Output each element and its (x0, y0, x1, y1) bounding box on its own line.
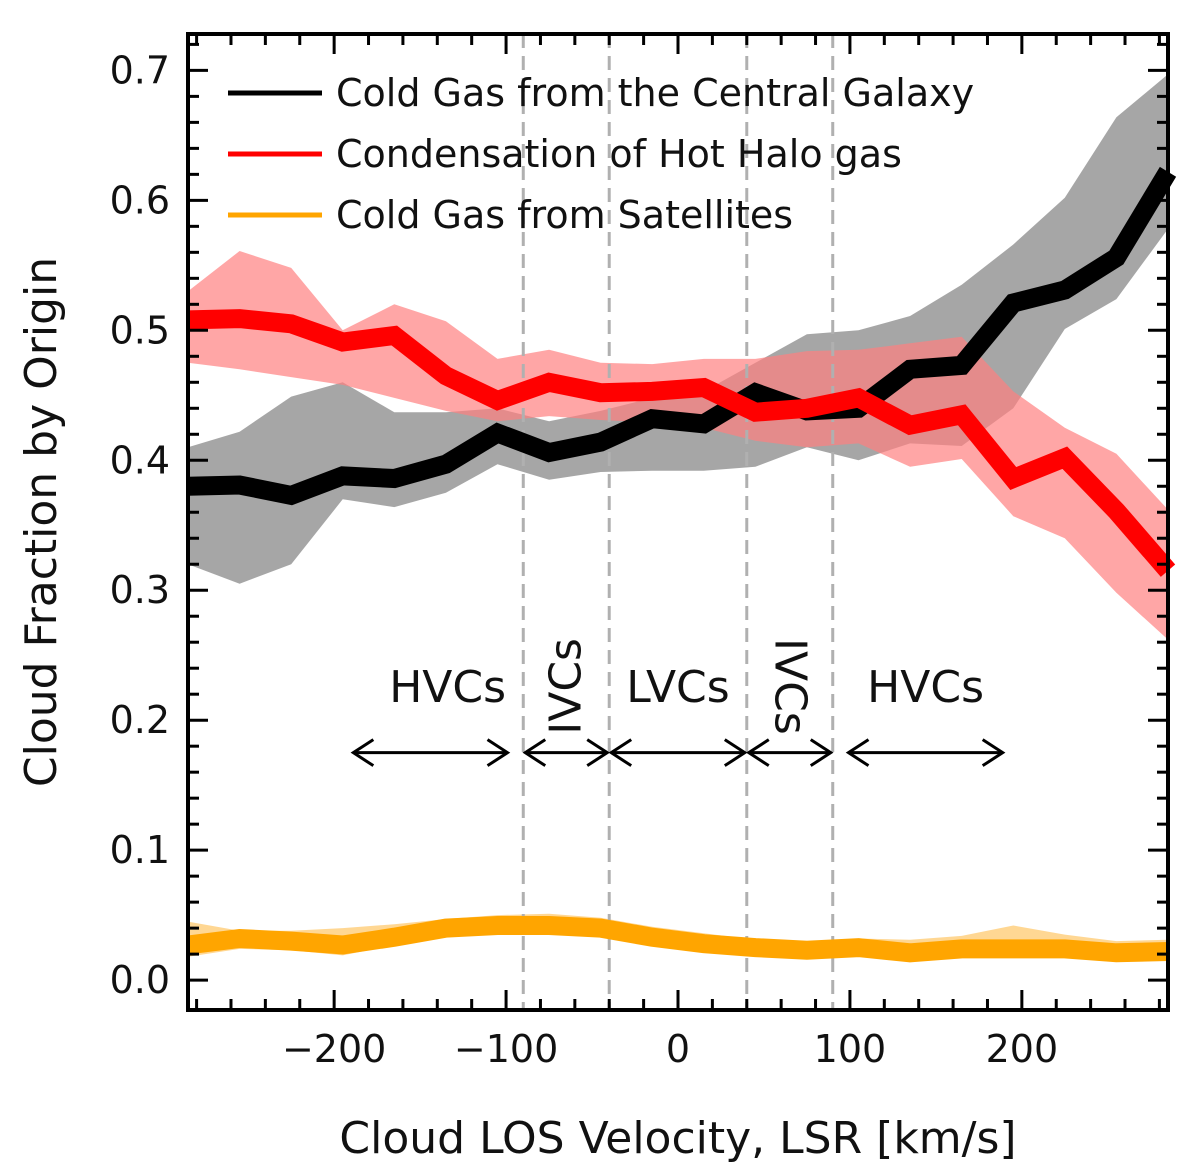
velocity-region-annotations: HVCs IVCs LVCs IVCs HVCs (350, 638, 1006, 767)
legend-label: Cold Gas from the Central Galaxy (336, 71, 974, 115)
line-cold-gas-from-the-central-galaxy (187, 166, 1177, 506)
y-tick-label: 0.2 (110, 698, 170, 742)
x-axis-label: Cloud LOS Velocity, LSR [km/s] (339, 1113, 1016, 1164)
x-tick-label: 200 (986, 1027, 1059, 1071)
region-arrow-head-right (981, 738, 1006, 767)
x-tick-label: −200 (282, 1027, 386, 1071)
y-tick-label: 0.6 (110, 178, 170, 222)
legend-label: Condensation of Hot Halo gas (336, 132, 902, 176)
y-tick-label: 0.4 (110, 438, 170, 482)
region-arrow-head-right (486, 738, 511, 767)
region-label-hvcs: HVCs (389, 662, 506, 713)
legend-label: Cold Gas from Satellites (336, 193, 793, 237)
region-label-ivcs: IVCs (764, 638, 815, 735)
band-cold-gas-from-the-central-galaxy (188, 74, 1168, 584)
y-tick-label: 0.1 (110, 828, 170, 872)
region-label-ivcs: IVCs (541, 638, 592, 735)
region-arrow-head-left (746, 738, 770, 767)
y-tick-label: 0.7 (110, 48, 170, 92)
region-label-hvcs: HVCs (867, 662, 984, 713)
plot-frame (186, 32, 1170, 1012)
band-condensation-of-hot-halo-gas (188, 251, 1168, 640)
region-arrow-head-left (845, 738, 870, 767)
region-label-lvcs: LVCs (626, 662, 729, 713)
y-tick-label: 0.3 (110, 568, 170, 612)
x-tick-label: −100 (454, 1027, 558, 1071)
y-axis-label: Cloud Fraction by Origin (16, 257, 67, 787)
region-arrow-head-right (809, 738, 834, 767)
region-arrow-head-left (522, 738, 547, 767)
region-divider-lines (521, 34, 835, 1010)
region-arrow-head-left (350, 738, 375, 767)
region-arrow-head-right (586, 738, 610, 767)
y-tick-label: 0.5 (110, 308, 170, 352)
region-arrow-head-right (723, 738, 748, 767)
series-lines (186, 166, 1177, 963)
region-arrow-head-left (608, 738, 633, 767)
x-tick-label: 0 (666, 1027, 690, 1071)
x-tick-label: 100 (814, 1027, 887, 1071)
y-tick-label: 0.0 (110, 958, 170, 1002)
legend: Cold Gas from the Central Galaxy Condensa… (228, 71, 974, 237)
line-cold-gas-from-satellites (186, 916, 1169, 963)
line-condensation-of-hot-halo-gas (187, 309, 1176, 577)
